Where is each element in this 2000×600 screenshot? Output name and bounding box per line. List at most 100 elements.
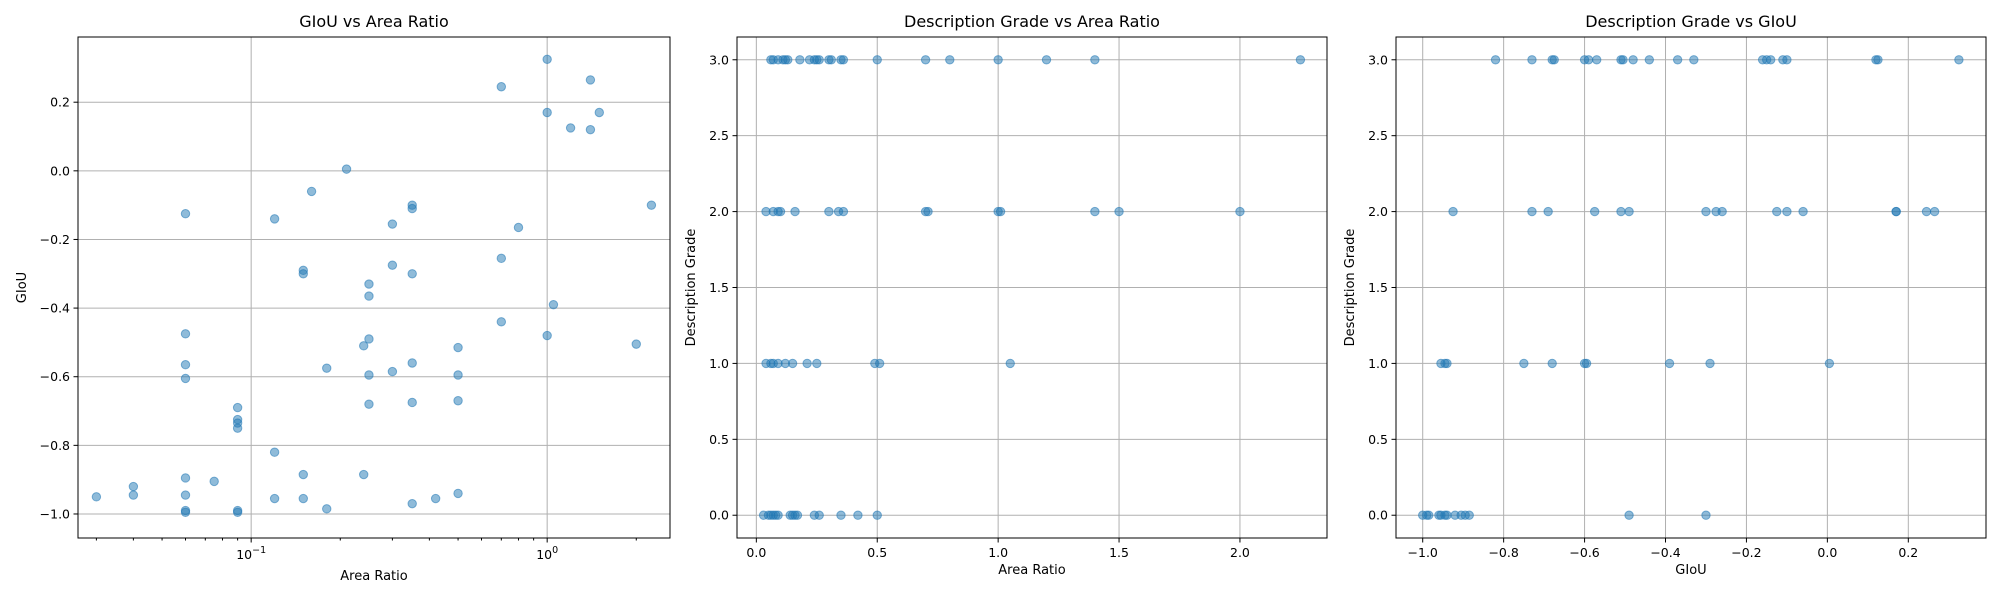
data-point: [1954, 55, 1964, 65]
data-point: [1672, 55, 1683, 65]
data-point: [1592, 55, 1602, 65]
y-tick-label: −0.6: [40, 369, 70, 384]
data-point: [1448, 206, 1458, 217]
data-point: [209, 476, 219, 487]
data-point: [364, 279, 374, 289]
data-point: [775, 206, 786, 217]
y-tick-label: 2.0: [709, 204, 729, 219]
data-point: [874, 358, 885, 369]
y-tick-label: −1.0: [40, 506, 70, 521]
data-point: [1873, 55, 1883, 65]
data-point: [1005, 358, 1015, 369]
data-point: [1929, 206, 1940, 217]
data-point: [407, 397, 417, 408]
x-axis-label: Area Ratio: [340, 569, 407, 584]
x-tick-label: 0.0: [746, 545, 766, 560]
data-point: [1772, 206, 1782, 217]
data-point: [407, 203, 417, 214]
data-point: [269, 214, 280, 224]
data-point: [232, 507, 243, 517]
y-tick-label: 0.5: [709, 432, 729, 447]
data-point: [548, 299, 559, 310]
data-point: [1090, 55, 1100, 65]
data-point: [1689, 55, 1699, 65]
data-point: [542, 107, 552, 118]
data-point: [359, 341, 369, 351]
x-axis-label: Area Ratio: [998, 563, 1065, 578]
data-point: [814, 510, 824, 520]
data-point: [232, 423, 243, 433]
y-tick-label: 3.0: [1368, 52, 1388, 67]
data-point: [1766, 55, 1776, 65]
data-point: [430, 493, 441, 504]
data-point: [269, 447, 280, 457]
data-point: [1705, 358, 1715, 369]
data-point: [387, 219, 398, 229]
x-tick-label: 100: [536, 545, 558, 562]
data-point: [180, 209, 191, 219]
x-tick-label: −0.4: [1650, 545, 1680, 560]
data-point: [1824, 358, 1835, 369]
x-axis-label: GIoU: [1675, 563, 1706, 578]
data-point: [1424, 510, 1434, 520]
data-point: [1798, 206, 1808, 217]
data-point: [1589, 206, 1600, 217]
data-point: [836, 510, 846, 520]
data-point: [359, 469, 369, 480]
data-point: [1114, 206, 1124, 217]
data-point: [496, 82, 507, 92]
data-point: [453, 370, 463, 380]
y-tick-label: 0.0: [1368, 508, 1388, 523]
chart-panel-2: 0.0 0.5 1.0 1.5 2.0 0.0 0.5 1.0 1.5 2.0 2.5 3.0 Desc…: [684, 12, 1328, 578]
data-point: [853, 510, 863, 520]
data-point: [453, 396, 463, 406]
data-point: [1527, 55, 1537, 65]
data-point: [565, 123, 576, 133]
data-point: [773, 510, 783, 520]
data-point: [1644, 55, 1655, 65]
data-point: [993, 55, 1003, 65]
y-tick-label: −0.4: [40, 301, 70, 316]
data-point: [496, 253, 507, 264]
data-point: [298, 493, 308, 504]
data-point: [298, 269, 308, 279]
y-axis-label: GIoU: [15, 272, 30, 303]
data-point: [631, 339, 641, 349]
data-point: [387, 260, 398, 270]
data-point: [1235, 206, 1245, 217]
x-tick-label: −1.0: [1408, 545, 1438, 560]
data-point: [783, 55, 793, 65]
data-point: [128, 481, 139, 492]
data-point: [1527, 206, 1537, 217]
data-point: [1090, 206, 1100, 217]
x-tick-label: −0.2: [1731, 545, 1761, 560]
data-point: [1490, 55, 1501, 65]
data-point: [364, 399, 374, 409]
y-tick-label: 2.0: [1368, 204, 1388, 219]
data-point: [407, 358, 417, 368]
data-point: [1543, 206, 1553, 217]
data-point: [306, 186, 317, 197]
data-point: [792, 510, 803, 520]
data-point: [920, 55, 931, 65]
data-point: [341, 164, 352, 174]
data-point: [322, 363, 332, 373]
data-point: [1921, 206, 1932, 217]
data-point: [1547, 358, 1557, 369]
data-point: [407, 269, 417, 279]
data-point: [1616, 206, 1626, 217]
chart-panel-3: −1.0 −0.8 −0.6 −0.4 −0.2 0.0 0.2 0.0 0.5 1.0 1.5 2.…: [1343, 12, 1987, 578]
y-tick-label: 2.5: [1368, 128, 1388, 143]
data-point: [1549, 55, 1559, 65]
data-point: [364, 370, 374, 380]
y-tick-label: 1.5: [1368, 280, 1388, 295]
data-point: [1583, 55, 1594, 65]
data-point: [1624, 510, 1634, 520]
data-point: [453, 488, 463, 499]
x-tick-label: 0.0: [1817, 545, 1837, 560]
data-point: [945, 55, 955, 65]
data-point: [269, 493, 280, 504]
data-point: [1891, 206, 1901, 217]
data-point: [496, 317, 507, 327]
data-point: [824, 206, 834, 217]
